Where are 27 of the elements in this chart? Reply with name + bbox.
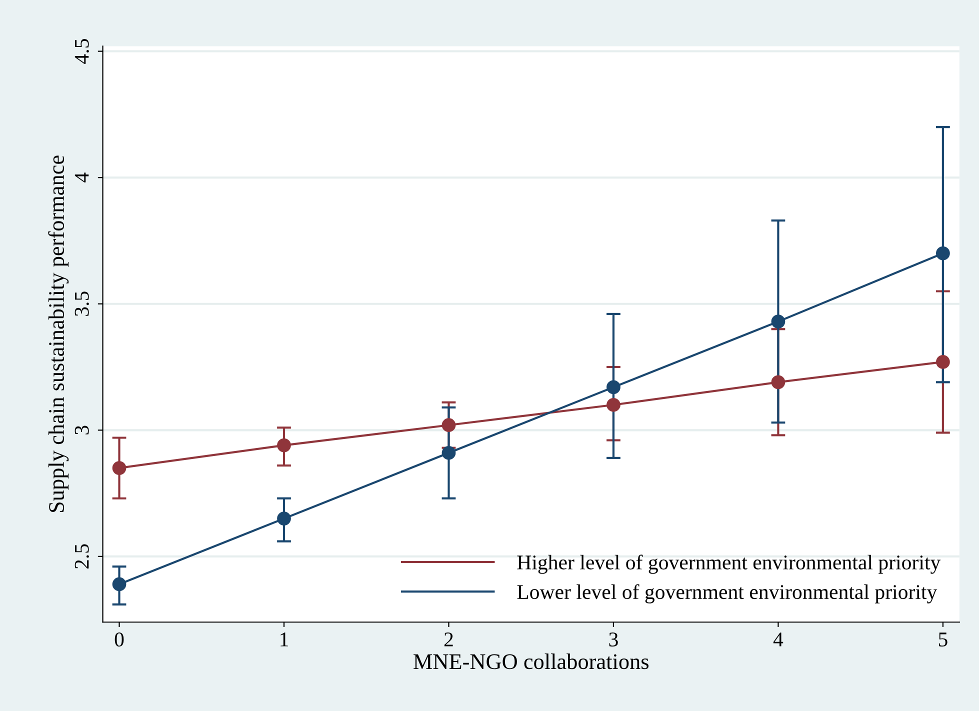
legend-label: Higher level of government environmental priority [517,554,941,574]
x-tick-label: 3 [609,632,618,647]
point [771,375,786,390]
point [606,380,620,394]
x-tick-label: 4 [773,632,784,646]
y-tick-label: 3.5 [74,292,89,316]
x-tick-label: 2 [444,632,453,646]
point [442,446,456,460]
x-tick-label: 0 [114,632,124,647]
point [936,246,950,260]
x-axis-title: MNE-NGO collaborations [414,654,648,670]
legend-label: Lower level of government environmental priority [517,584,938,604]
point [771,314,786,328]
point [112,461,126,475]
point [606,398,620,412]
y-tick-label: 3 [74,426,89,434]
point [936,355,950,369]
y-tick-label: 2.5 [74,544,89,569]
point [277,512,291,526]
y-axis-title: Supply chain sustainability performance [48,156,69,512]
point [277,438,291,452]
point [112,577,126,592]
y-tick-label: 4.5 [74,39,89,64]
x-tick-label: 5 [938,632,948,647]
x-tick-label: 1 [280,632,288,646]
point [442,418,456,432]
y-tick-label: 4 [74,172,89,182]
